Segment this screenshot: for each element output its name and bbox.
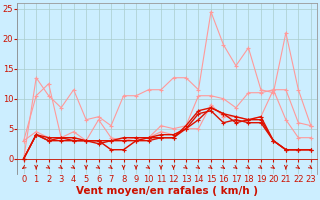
X-axis label: Vent moyen/en rafales ( km/h ): Vent moyen/en rafales ( km/h ) [76, 186, 258, 196]
